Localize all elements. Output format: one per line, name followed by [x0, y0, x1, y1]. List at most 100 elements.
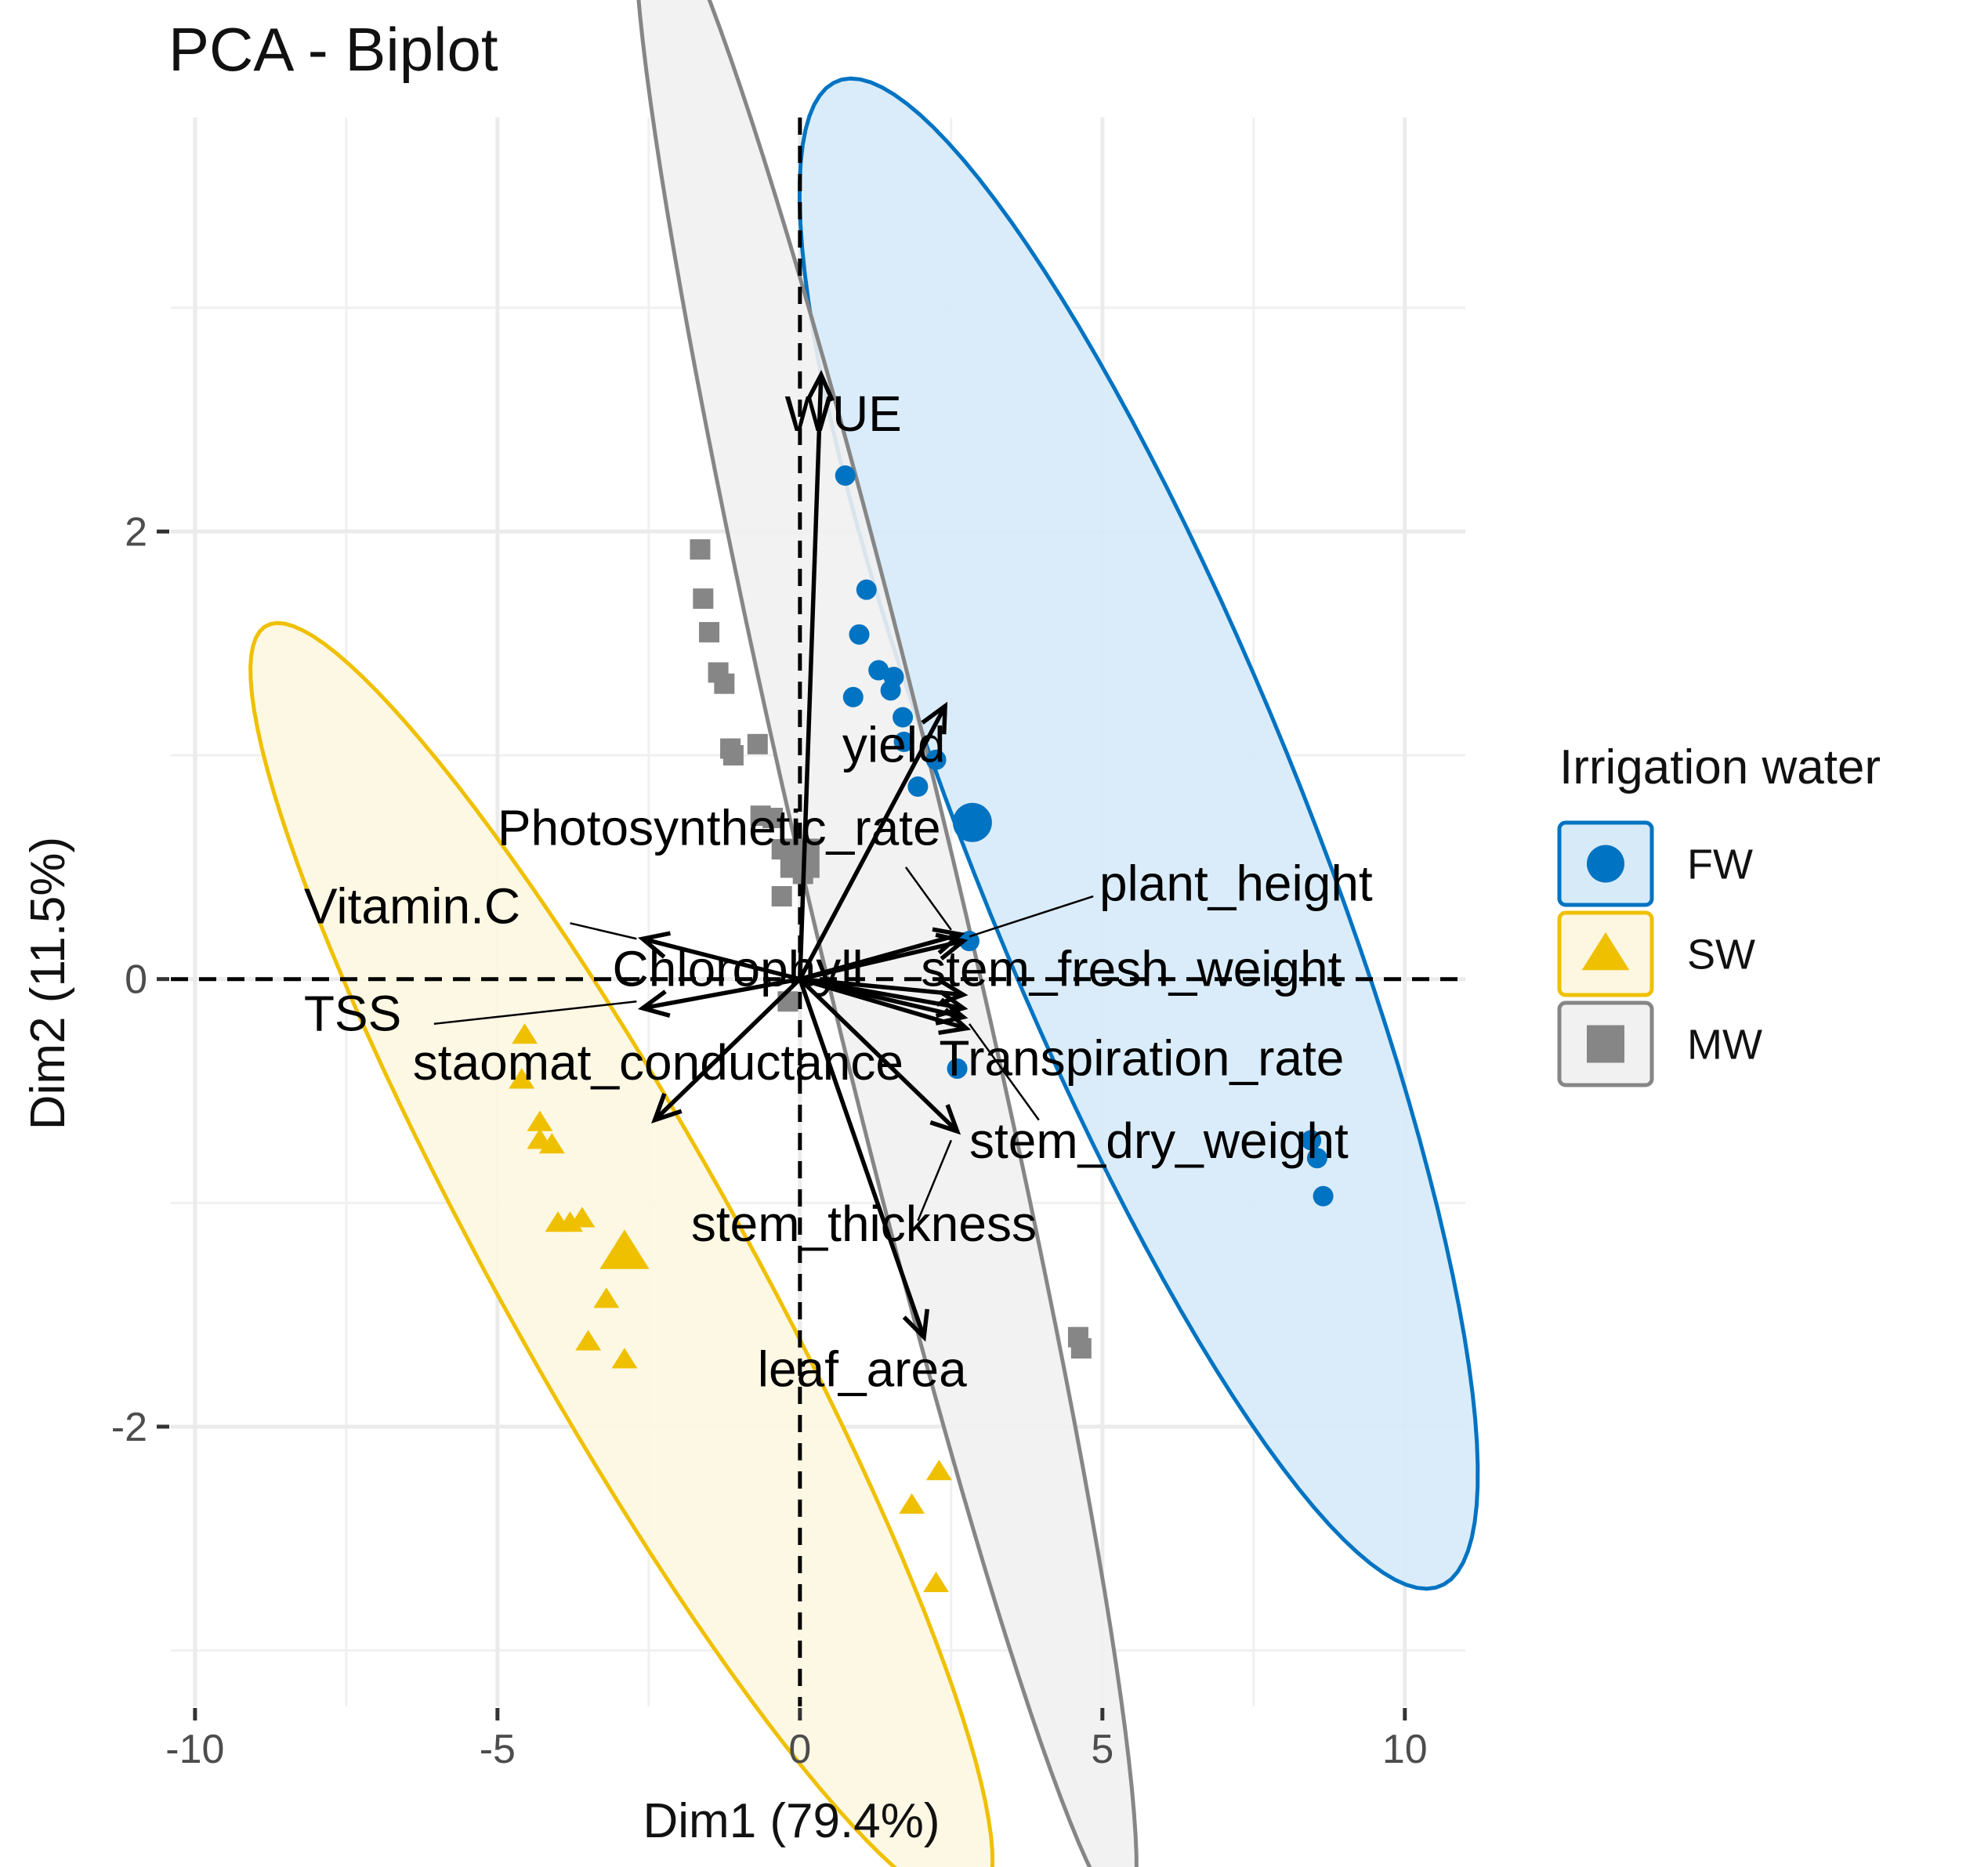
- leader-tss: [433, 1000, 637, 1026]
- loading-label-leaf-area: leaf_area: [758, 1341, 967, 1398]
- arrow-stem-thickness: [799, 977, 967, 1031]
- x-axis-label: Dim1 (79.4%): [643, 1794, 940, 1848]
- point-sw: [925, 1460, 952, 1481]
- arrow-tss: [642, 976, 801, 1011]
- arrow-chlorophyll: [799, 976, 964, 997]
- arrow-leaf-area: [798, 978, 926, 1338]
- ellipse-fw: [797, 76, 1480, 1591]
- point-fw: [893, 731, 914, 752]
- point-fw: [856, 579, 877, 600]
- leader-photosynthetic-rate: [904, 867, 952, 931]
- x-tick-label: -5: [480, 1727, 516, 1772]
- point-mw: [693, 588, 714, 610]
- loading-label-transpiration-rate: Transpiration_rate: [939, 1030, 1344, 1087]
- point-sw: [527, 1110, 553, 1131]
- point-sw: [899, 1493, 925, 1514]
- arrow-vitamin-c: [642, 936, 801, 982]
- point-fw: [849, 624, 870, 645]
- arrowhead-plant-height: [932, 927, 965, 955]
- leader-transpiration-rate: [968, 1023, 1040, 1121]
- point-sw: [923, 1571, 949, 1593]
- x-tick-label: -10: [165, 1727, 224, 1772]
- legend-marker-mw: [1587, 1025, 1624, 1063]
- data-points: [509, 465, 1334, 1593]
- point-mw: [722, 745, 744, 766]
- arrowhead-leaf-area: [902, 1308, 930, 1342]
- point-sw: [593, 1287, 620, 1308]
- arrowhead-vitamin-c: [638, 931, 671, 959]
- legend-label-fw: FW: [1687, 841, 1753, 888]
- loading-label-stem-dry-weight: stem_dry_weight: [969, 1113, 1349, 1169]
- y-tick-label: 2: [125, 509, 147, 555]
- loading-label-stem-fresh-weight: stem_fresh_weight: [921, 940, 1342, 997]
- y-tick-label: 0: [125, 957, 147, 1003]
- point-sw: [611, 1348, 638, 1369]
- centroid-mw: [780, 838, 820, 878]
- point-mw: [762, 808, 784, 829]
- axes: -10 -5 0 5 10 -2 0 2: [111, 509, 1428, 1772]
- loading-label-chlorophyll: Chlorophyll: [613, 940, 864, 997]
- y-tick-label: -2: [111, 1405, 147, 1450]
- loading-label-yield: yield: [842, 717, 946, 773]
- arrowhead-wue: [806, 370, 835, 402]
- point-fw: [880, 680, 901, 701]
- ellipse-mw: [636, 0, 1139, 1867]
- loading-label-photosynthetic-rate: Photosynthetic_rate: [498, 799, 941, 856]
- point-sw: [575, 1330, 602, 1351]
- chart-title: PCA - Biplot: [168, 15, 498, 84]
- point-mw: [1070, 1337, 1092, 1359]
- legend-label-sw: SW: [1687, 932, 1755, 979]
- arrow-stem-dry-weight: [798, 977, 959, 1133]
- point-sw: [538, 1133, 565, 1154]
- centroid-sw: [599, 1229, 650, 1269]
- arrowhead-staomat-conductance: [651, 1092, 683, 1124]
- point-mw: [699, 621, 720, 642]
- arrowhead-tss: [637, 990, 671, 1018]
- point-sw: [569, 1207, 596, 1228]
- loading-label-wue: WUE: [785, 385, 902, 442]
- point-mw: [771, 886, 792, 907]
- y-axis-label: Dim2 (11.5%): [21, 837, 75, 1130]
- point-mw: [747, 733, 768, 754]
- point-sw: [509, 1068, 535, 1089]
- reference-lines: [171, 118, 1465, 1706]
- arrow-yield: [798, 704, 947, 980]
- arrow-staomat-conductance: [653, 977, 802, 1122]
- arrow-plant-height: [799, 932, 961, 982]
- arrowhead-stem-dry-weight: [929, 1104, 961, 1135]
- loading-label-staomat-conductance: staomat_conductance: [413, 1034, 903, 1091]
- legend: Irrigation water FW SW MW: [1557, 740, 1881, 1087]
- leader-vitamin-c: [570, 922, 637, 940]
- point-fw: [947, 1058, 968, 1079]
- arrow-wue: [798, 374, 824, 979]
- x-tick-label: 10: [1382, 1727, 1428, 1772]
- arrowhead-yield: [921, 701, 948, 735]
- legend-marker-fw: [1587, 845, 1624, 883]
- loading-labels: WUE yield Photosynthetic_rate plant_height V…: [304, 385, 1373, 1398]
- label-leader-lines: [433, 867, 1094, 1221]
- leader-plant-height: [969, 895, 1094, 938]
- x-tick-label: 5: [1091, 1727, 1113, 1772]
- loading-arrows: [637, 370, 972, 1342]
- loading-label-vitamin-c: Vitamin.C: [304, 877, 520, 934]
- point-fw: [1313, 1185, 1334, 1207]
- x-tick-label: 0: [788, 1727, 811, 1772]
- leader-stem-thickness: [917, 1139, 952, 1221]
- loading-label-plant-height: plant_height: [1099, 856, 1373, 912]
- legend-label-mw: MW: [1687, 1022, 1762, 1069]
- loading-label-stem-thickness: stem_thickness: [691, 1196, 1037, 1252]
- point-sw: [512, 1023, 538, 1044]
- point-fw: [907, 776, 929, 798]
- point-fw: [835, 465, 856, 487]
- loading-label-tss: TSS: [304, 985, 401, 1041]
- point-mw: [690, 539, 711, 560]
- arrowhead-stem-thickness: [938, 1008, 972, 1036]
- point-fw: [925, 749, 947, 770]
- point-mw: [714, 673, 735, 694]
- point-fw: [958, 931, 980, 952]
- point-fw: [1306, 1148, 1327, 1169]
- legend-title: Irrigation water: [1559, 740, 1881, 794]
- legend-marker-sw: [1581, 932, 1630, 971]
- point-fw: [893, 707, 914, 728]
